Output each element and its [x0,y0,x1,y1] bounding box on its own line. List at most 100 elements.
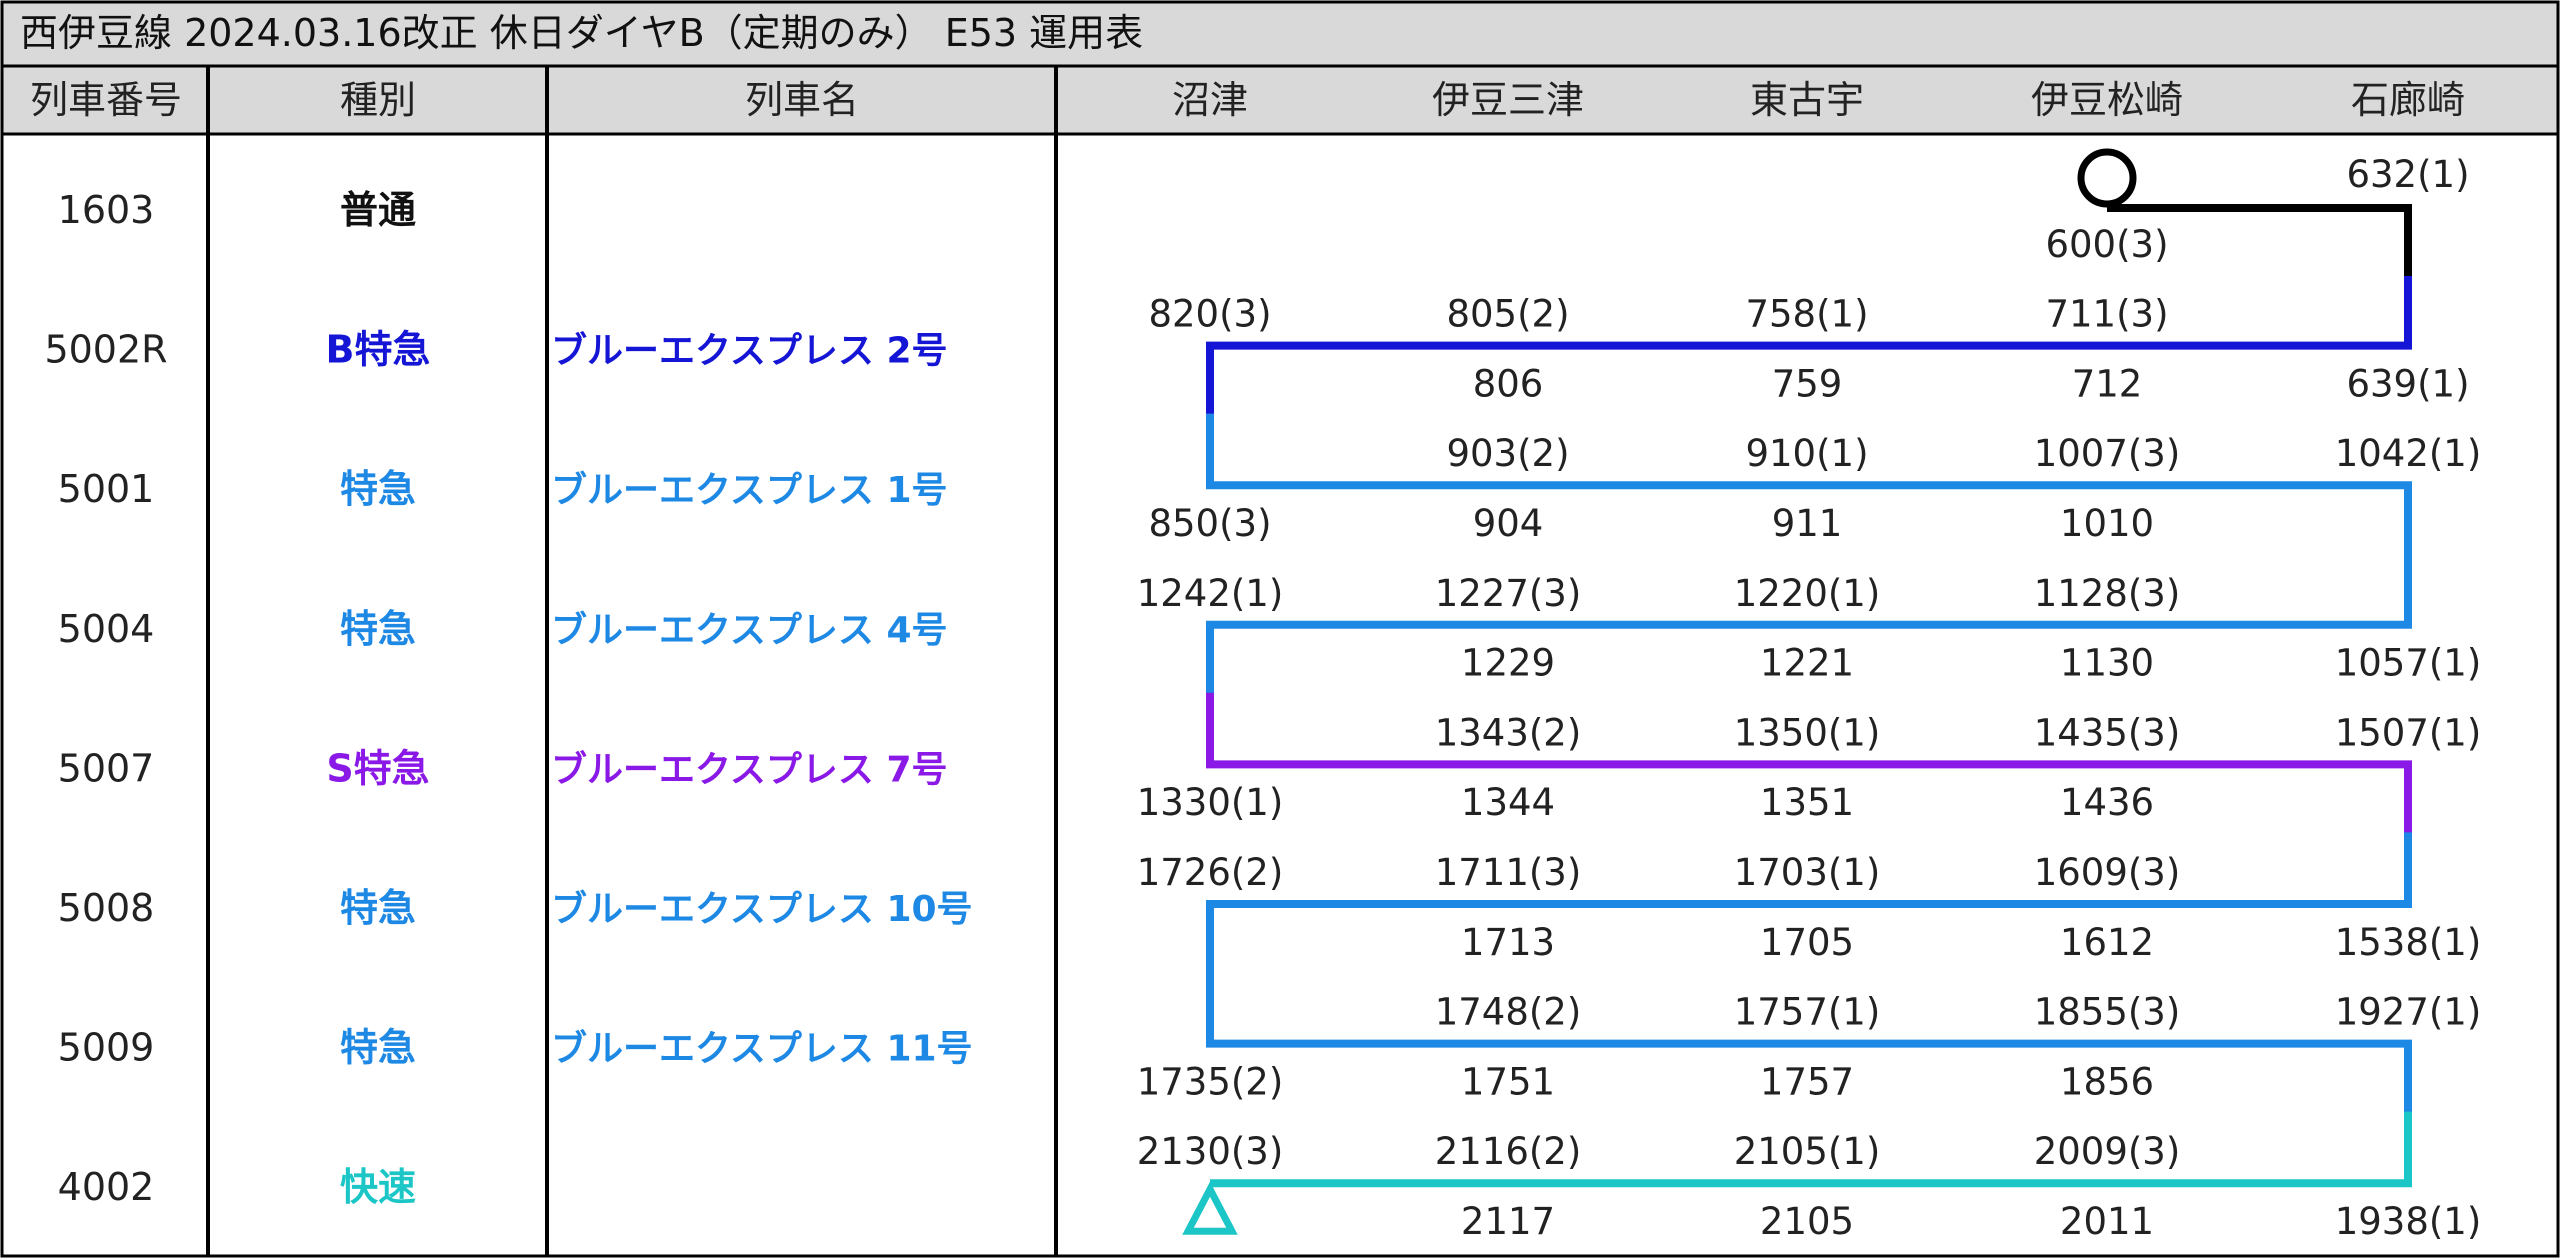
time-label: 1128(3) [2034,572,2181,615]
time-label: 2130(3) [1137,1130,1284,1173]
train-class: 特急 [340,607,416,651]
time-label: 1609(3) [2034,851,2181,894]
time-label: 1343(2) [1435,711,1582,754]
time-label: 759 [1772,362,1843,405]
train-name: ブルーエクスプレス 11号 [551,1028,973,1070]
train-number: 5009 [58,1026,155,1070]
time-label: 805(2) [1446,293,1569,336]
time-label: 1010 [2060,502,2154,545]
time-label: 1229 [1461,642,1555,685]
sheet-title: 西伊豆線 2024.03.16改正 休日ダイヤB（定期のみ） E53 運用表 [20,11,1143,55]
time-label: 1435(3) [2034,711,2181,754]
header-station-3: 伊豆松崎 [2031,78,2183,122]
time-label: 1735(2) [1137,1060,1284,1103]
time-label: 1748(2) [1435,991,1582,1034]
train-number: 5004 [58,607,155,651]
train-number: 5007 [58,746,155,790]
time-label: 1711(3) [1435,851,1582,894]
time-label: 1227(3) [1435,572,1582,615]
train-class: 特急 [340,1026,416,1070]
time-label: 1938(1) [2335,1200,2482,1243]
train-class: 特急 [340,886,416,930]
train-path-5002R [1206,276,2412,416]
time-label: 911 [1772,502,1843,545]
time-label: 1242(1) [1137,572,1284,615]
time-label: 2117 [1461,1200,1555,1243]
train-row: 5004 特急 ブルーエクスプレス 4号 [58,607,948,651]
train-class: 快速 [340,1165,416,1209]
time-label: 1856 [2060,1060,2154,1103]
train-row: 5002R B特急 ブルーエクスプレス 2号 [44,328,947,372]
time-label: 1221 [1760,642,1854,685]
train-name: ブルーエクスプレス 10号 [551,888,973,930]
time-label: 2116(2) [1435,1130,1582,1173]
time-label: 639(1) [2346,362,2469,405]
time-label: 1927(1) [2335,991,2482,1034]
time-label: 2009(3) [2034,1130,2181,1173]
train-name: ブルーエクスプレス 1号 [551,469,948,511]
train-row: 4002 快速 [58,1165,416,1209]
time-label: 1855(3) [2034,991,2181,1034]
header-class: 種別 [340,78,416,122]
train-number: 5008 [58,886,155,930]
train-class: 特急 [340,467,416,511]
time-label: 820(3) [1148,293,1271,336]
header-train-no: 列車番号 [30,78,182,122]
time-label: 1757 [1760,1060,1854,1103]
time-label: 850(3) [1148,502,1271,545]
train-class: B特急 [326,328,431,372]
header-row [0,64,2560,136]
time-label: 1713 [1461,921,1555,964]
train-number: 4002 [58,1165,155,1209]
train-path-5007 [1206,692,2412,835]
train-class: S特急 [326,746,429,790]
table-body-frame [0,132,2560,1258]
train-row: 5001 特急 ブルーエクスプレス 1号 [58,467,948,511]
train-path-5008 [1206,832,2412,974]
time-label: 1507(1) [2335,711,2482,754]
markers [1182,148,2137,1235]
time-label: 1330(1) [1137,781,1284,824]
train-row: 1603 普通 [58,188,416,232]
time-label: 2105(1) [1734,1130,1881,1173]
time-label: 2011 [2060,1200,2154,1243]
header-station-2: 東古宇 [1750,78,1864,122]
time-label: 1351 [1760,781,1854,824]
title-bar [0,0,2560,68]
train-path-5001 [1206,413,2412,556]
train-row: 5009 特急 ブルーエクスプレス 11号 [58,1026,973,1070]
header-station-0: 沼津 [1172,78,1248,122]
time-label: 1220(1) [1734,572,1881,615]
time-label: 1007(3) [2034,432,2181,475]
time-label: 806 [1473,362,1544,405]
train-name: ブルーエクスプレス 4号 [551,609,948,651]
time-label: 1538(1) [2335,921,2482,964]
train-number: 5001 [58,467,155,511]
time-label: 1726(2) [1137,851,1284,894]
time-label: 1042(1) [2335,432,2482,475]
train-path-1603 [2107,204,2412,278]
header-station-1: 伊豆三津 [1432,78,1584,122]
station-headers: 沼津 伊豆三津 東古宇 伊豆松崎 石廊崎 [1172,78,2465,122]
time-label: 1705 [1760,921,1854,964]
time-label: 1703(1) [1734,851,1881,894]
time-labels: 632(1) 600(3) 820(3) 805(2) 758(1) 711(3) 806 7… [1137,153,2482,1243]
circle-icon [2077,148,2137,208]
train-row: 5008 特急 ブルーエクスプレス 10号 [58,886,973,930]
triangle-icon [1182,1181,1238,1235]
train-number: 1603 [58,188,155,232]
time-label: 632(1) [2346,153,2469,196]
time-label: 2105 [1760,1200,1854,1243]
train-path-4002 [1210,1111,2412,1188]
time-label: 1057(1) [2335,642,2482,685]
train-path-5004 [1206,553,2412,695]
train-class: 普通 [340,188,416,232]
train-name: ブルーエクスプレス 7号 [551,748,948,790]
time-label: 903(2) [1446,432,1569,475]
header-station-4: 石廊崎 [2351,78,2465,122]
time-label: 904 [1473,502,1544,545]
train-row: 5007 S特急 ブルーエクスプレス 7号 [58,746,948,790]
time-label: 758(1) [1745,293,1868,336]
